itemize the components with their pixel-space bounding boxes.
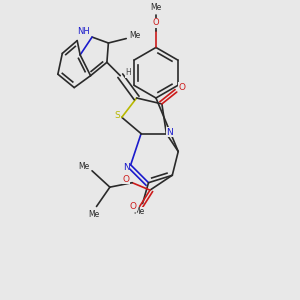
Text: S: S [114, 111, 120, 120]
Text: Me: Me [130, 31, 141, 40]
Text: Me: Me [134, 207, 145, 216]
Text: Me: Me [150, 3, 162, 12]
Text: H: H [126, 68, 131, 77]
Text: N: N [167, 128, 173, 137]
Text: N: N [123, 163, 130, 172]
Text: Me: Me [78, 162, 89, 171]
Text: O: O [178, 83, 186, 92]
Text: O: O [123, 175, 130, 184]
Text: O: O [130, 202, 136, 211]
Text: O: O [153, 18, 159, 27]
Text: NH: NH [77, 27, 89, 36]
Text: Me: Me [88, 210, 99, 219]
